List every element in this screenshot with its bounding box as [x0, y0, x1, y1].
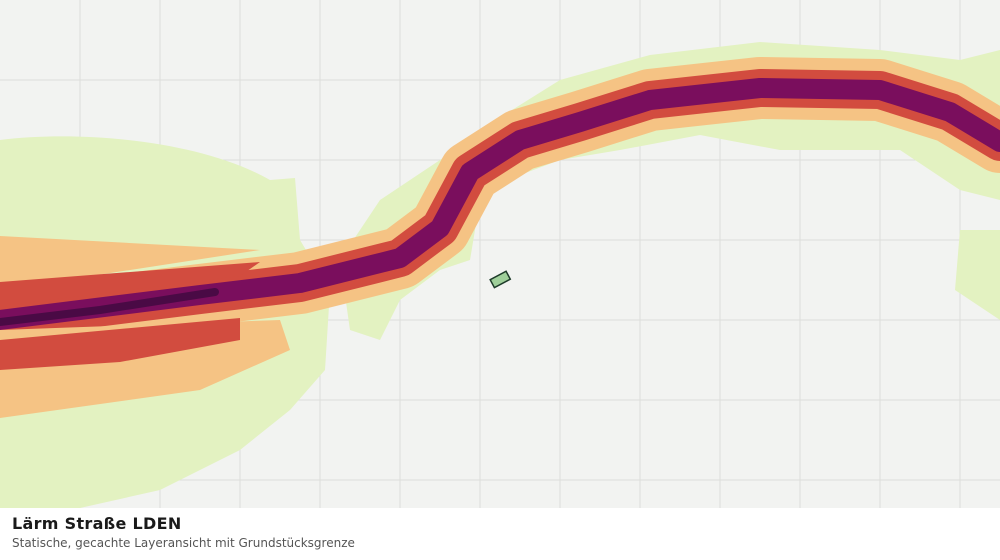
noise-zone-highest: [0, 288, 219, 326]
map-title: Lärm Straße LDEN: [12, 514, 182, 533]
noise-zone-mid: [0, 262, 260, 306]
noise-layer: [0, 42, 1000, 508]
parcel-boundary: [489, 270, 512, 289]
noise-zone-mid: [0, 318, 240, 370]
noise-zone-low: [0, 236, 260, 290]
map-subtitle: Statische, gecachte Layeransicht mit Gru…: [12, 536, 355, 550]
caption: Lärm Straße LDEN Statische, gecachte Lay…: [0, 508, 1000, 560]
noise-zone-high: [0, 78, 1000, 330]
map: [0, 0, 1000, 508]
